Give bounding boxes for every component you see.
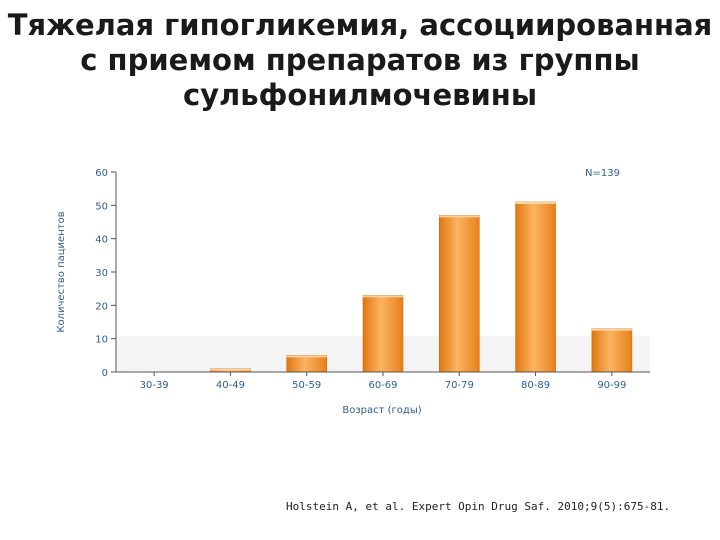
bar-90-99 [591, 328, 633, 373]
y-tick-label: 60 [95, 168, 108, 179]
y-axis-title: Количество пациентов [56, 211, 67, 332]
y-tick-label: 10 [95, 335, 108, 346]
y-tick-label: 0 [102, 368, 108, 379]
bar-top-highlight [439, 215, 480, 218]
bar-top-highlight [286, 355, 327, 358]
citation: Holstein A, et al. Expert Opin Drug Saf.… [286, 500, 671, 513]
x-tick-label: 90-99 [597, 380, 626, 391]
slide-title: Тяжелая гипогликемия, ассоциированная с … [0, 8, 720, 113]
x-tick-label: 70-79 [445, 380, 474, 391]
bar-top-highlight [363, 295, 403, 298]
bar-top-highlight [515, 202, 556, 204]
y-tick-label: 40 [95, 235, 108, 246]
x-axis-title: Возраст (годы) [342, 405, 421, 416]
bar-60-69 [362, 295, 404, 373]
bar-70-79 [438, 215, 480, 373]
y-tick-label: 50 [95, 201, 108, 212]
x-tick-label: 40-49 [216, 380, 245, 391]
x-tick-label: 30-39 [140, 380, 169, 391]
title-line-2: с приемом препаратов из группы [80, 43, 640, 77]
y-tick-label: 20 [95, 301, 108, 312]
title-line-1: Тяжелая гипогликемия, ассоциированная [7, 8, 713, 42]
x-tick-label: 80-89 [521, 380, 550, 391]
sample-size-annotation: N=139 [585, 168, 620, 179]
x-tick-label: 60-69 [368, 380, 397, 391]
x-ticks-layer: 30-39 40-49 50-59 60-69 70-79 80-89 90-99 [140, 372, 626, 391]
y-ticks-layer: 0 10 20 30 40 50 60 [95, 168, 116, 379]
bar-80-89 [515, 201, 556, 373]
x-tick-label: 50-59 [292, 380, 321, 391]
bar-50-59 [286, 355, 328, 373]
bar-top-highlight [210, 368, 251, 371]
bars-layer [210, 201, 633, 373]
y-tick-label: 30 [95, 268, 108, 279]
title-line-3: сульфонилмочевины [182, 78, 538, 112]
bar-top-highlight [591, 328, 632, 331]
